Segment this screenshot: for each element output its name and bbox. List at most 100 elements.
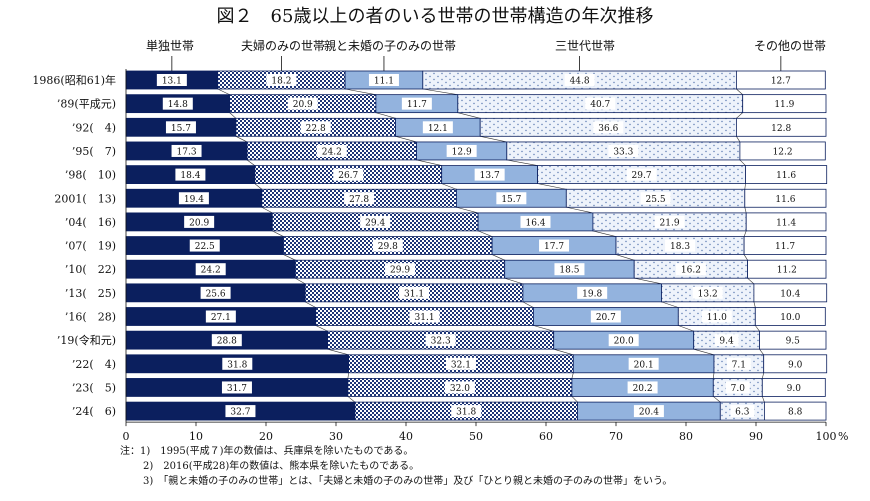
connector-line — [506, 159, 538, 166]
x-tick-label: 10 — [189, 430, 203, 443]
connector-line — [615, 254, 635, 261]
data-label: 19.8 — [582, 289, 602, 299]
data-label-box — [730, 405, 755, 418]
data-label-box — [626, 168, 657, 181]
data-label: 6.3 — [735, 408, 750, 418]
data-label: 32.3 — [431, 337, 451, 347]
connector-line — [744, 183, 746, 190]
data-label: 11.2 — [777, 266, 797, 276]
connector-line — [254, 183, 262, 190]
connector-line — [755, 325, 760, 332]
data-label-box — [344, 192, 375, 205]
data-label-box — [221, 381, 252, 394]
connector-line — [736, 88, 743, 95]
connector-line — [295, 277, 306, 285]
connector-line — [744, 207, 747, 213]
data-label: 13.2 — [698, 289, 718, 299]
connector-line — [235, 136, 248, 143]
data-label-box — [628, 357, 659, 370]
data-label: 36.6 — [598, 124, 618, 134]
data-label-box — [162, 97, 193, 110]
connector-lines — [217, 88, 765, 403]
legend-label: 夫婦のみの世帯 — [241, 38, 325, 53]
data-label-box — [665, 239, 696, 252]
data-label: 29.8 — [378, 242, 398, 252]
data-label: 17.3 — [177, 147, 197, 157]
data-label-box — [205, 310, 236, 323]
data-label-box — [770, 192, 801, 205]
data-label-box — [769, 97, 800, 110]
connector-line — [736, 136, 741, 143]
data-label-box — [211, 334, 242, 347]
connector-line — [315, 325, 328, 332]
data-label: 16.4 — [525, 218, 545, 228]
category-label: ’24( 6) — [72, 405, 116, 418]
data-label-box — [590, 310, 621, 323]
data-label-box — [425, 334, 456, 347]
data-label: 11.4 — [776, 218, 796, 228]
connector-line — [477, 230, 493, 237]
data-label: 10.4 — [780, 289, 800, 299]
data-label: 18.3 — [670, 242, 690, 252]
data-label: 32.7 — [230, 408, 250, 418]
category-label: ’10( 22) — [65, 263, 116, 276]
data-label: 9.0 — [788, 360, 803, 370]
x-tick-label: 70 — [609, 430, 623, 443]
data-label: 32.1 — [451, 360, 471, 370]
connector-line — [504, 277, 523, 285]
data-label: 26.7 — [338, 171, 358, 181]
data-label-box — [783, 357, 808, 370]
data-label: 8.8 — [788, 408, 803, 418]
data-label: 31.8 — [456, 408, 476, 418]
data-label: 27.8 — [349, 195, 369, 205]
data-label: 12.8 — [771, 124, 791, 134]
data-label: 32.0 — [450, 384, 470, 394]
note-text: 注：1) 1995(平成７)年の数値は、兵庫県を除いたものである。 — [120, 444, 413, 457]
data-label-box — [222, 357, 253, 370]
connector-line — [229, 112, 237, 119]
connector-line — [491, 254, 505, 261]
data-label-box — [372, 239, 403, 252]
data-label: 10.0 — [780, 313, 800, 323]
connector-line — [522, 301, 534, 308]
connector-line — [305, 301, 316, 308]
data-label: 17.7 — [544, 242, 564, 252]
data-label-box — [593, 121, 624, 134]
connector-line — [743, 230, 747, 237]
note-text: 3) 「親と未婚の子のみの世帯」とは、「夫婦と未婚の子のみの世帯」及び「ひとり親… — [143, 474, 672, 487]
data-label: 31.1 — [404, 289, 424, 299]
connector-line — [375, 112, 396, 119]
data-label: 9.5 — [786, 337, 801, 347]
data-label: 13.1 — [162, 77, 182, 87]
data-label: 11.9 — [774, 100, 794, 110]
connector-line — [753, 301, 756, 308]
data-label: 12.2 — [773, 147, 793, 157]
data-label: 7.0 — [731, 384, 746, 394]
category-label: ’22( 4) — [72, 358, 116, 371]
data-label: 11.1 — [374, 77, 394, 87]
data-label: 29.4 — [365, 218, 385, 228]
data-label: 11.0 — [707, 313, 727, 323]
category-label: ’92( 4) — [72, 121, 116, 134]
data-label: 24.2 — [322, 147, 342, 157]
data-label: 29.9 — [390, 266, 410, 276]
data-label-box — [608, 334, 639, 347]
connector-line — [762, 372, 764, 379]
data-label-box — [287, 97, 318, 110]
data-label: 19.4 — [184, 195, 204, 205]
data-label: 11.7 — [775, 242, 795, 252]
category-label: ’89(平成元) — [57, 98, 116, 111]
data-label: 31.8 — [227, 360, 247, 370]
connector-line — [537, 183, 567, 190]
data-label-box — [175, 168, 206, 181]
data-label: 20.2 — [633, 384, 653, 394]
data-label-box — [770, 239, 801, 252]
connector-line — [347, 396, 356, 403]
data-label-box — [444, 381, 475, 394]
category-label: ’98( 10) — [65, 169, 116, 182]
data-label: 29.7 — [632, 171, 652, 181]
data-label: 15.7 — [501, 195, 521, 205]
data-label-box — [451, 405, 482, 418]
connector-line — [456, 206, 479, 214]
category-label: ’23( 5) — [72, 381, 116, 394]
